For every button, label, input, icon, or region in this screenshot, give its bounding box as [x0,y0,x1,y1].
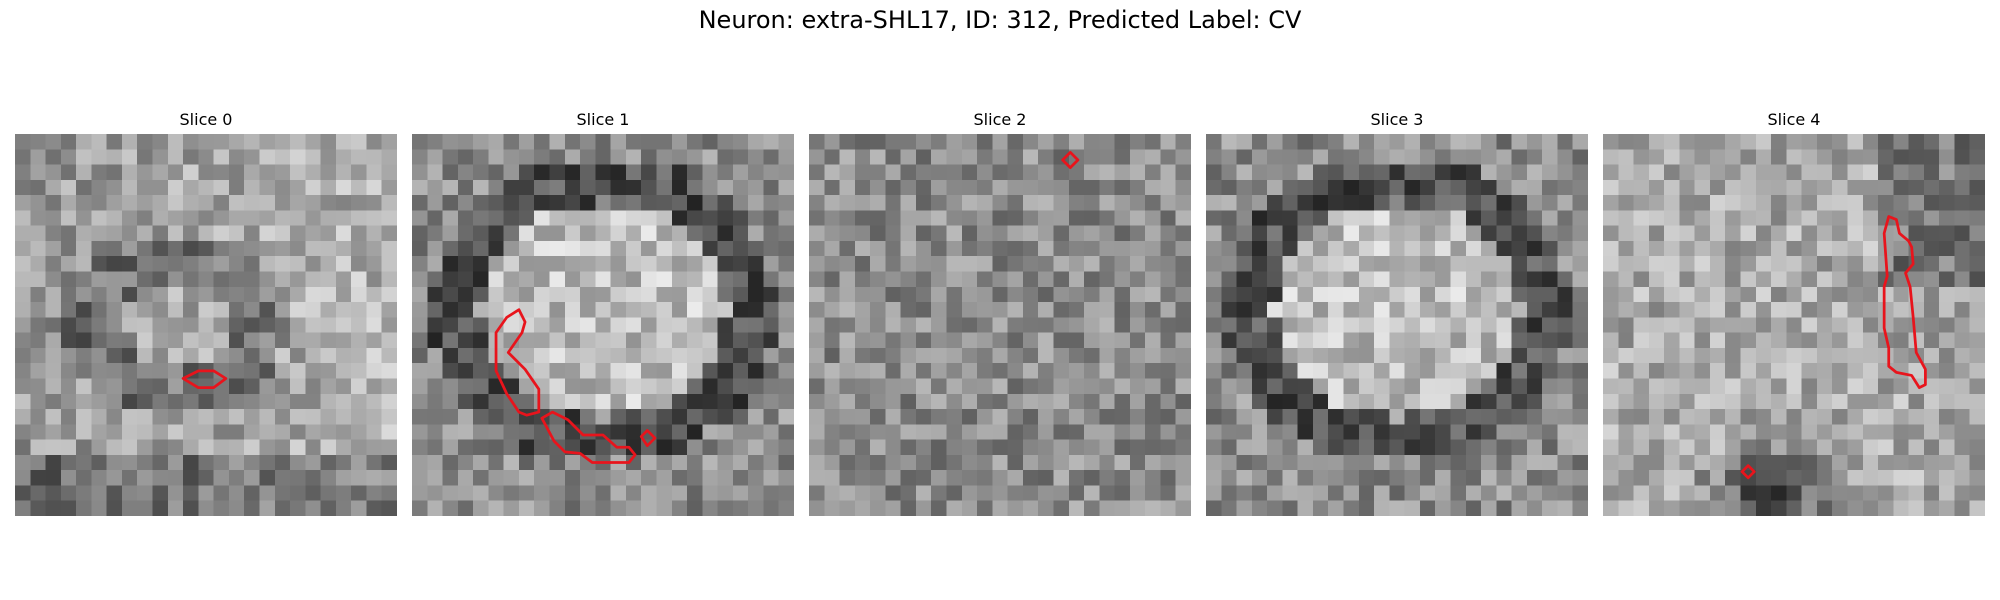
red-contour [181,369,228,390]
slice-image [809,134,1191,516]
red-contour [1882,215,1927,390]
slice-image [15,134,397,516]
contour-overlay [1740,215,1927,480]
contour-overlay [1061,150,1080,169]
slice-title: Slice 1 [576,110,630,129]
contour-overlay [494,308,657,464]
slice-panel-4: Slice 4 [1603,108,1985,516]
red-contour [639,429,657,448]
slice-image [1603,134,1985,516]
slice-image [1206,134,1588,516]
slice-title: Slice 4 [1767,110,1821,129]
slice-title: Slice 2 [973,110,1027,129]
slice-panel-2: Slice 2 [809,108,1191,516]
red-contour [1740,464,1756,480]
contour-overlay [1206,134,1588,516]
red-contour [1061,150,1080,169]
slice-panel-3: Slice 3 [1206,108,1588,516]
slice-title: Slice 0 [179,110,233,129]
slice-panel-1: Slice 1 [412,108,794,516]
slice-panel-0: Slice 0 [15,108,397,516]
red-contour [540,410,637,464]
contour-overlay [181,369,228,390]
slice-image [412,134,794,516]
figure-title: Neuron: extra-SHL17, ID: 312, Predicted … [698,6,1302,34]
red-contour [494,308,541,417]
slice-title: Slice 3 [1370,110,1424,129]
